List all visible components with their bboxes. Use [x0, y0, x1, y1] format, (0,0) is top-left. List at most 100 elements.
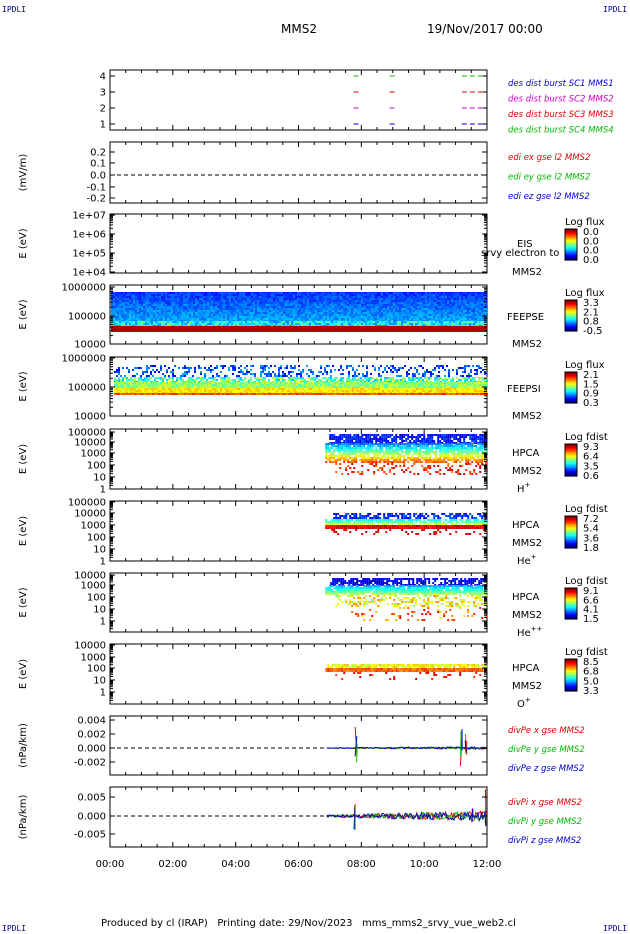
- spectrogram-cell: [239, 310, 241, 312]
- spectrogram-cell: [383, 296, 385, 298]
- spectrogram-cell: [455, 312, 457, 314]
- spectrogram-cell: [327, 298, 329, 300]
- spectrogram-cell: [265, 310, 267, 312]
- spectrogram-cell: [185, 304, 187, 306]
- spectrogram-cell: [265, 298, 267, 300]
- spectrogram-cell: [111, 304, 113, 306]
- spectrogram-cell: [361, 326, 363, 328]
- spectrogram-cell: [189, 306, 191, 308]
- spectrogram-cell: [439, 306, 441, 308]
- spectrogram-cell: [291, 318, 293, 320]
- spectrogram-cell: [347, 310, 349, 312]
- spectrogram-cell: [409, 306, 411, 308]
- spectrogram-cell: [269, 302, 271, 304]
- spectrogram-cell: [245, 294, 247, 296]
- spectrogram-cell: [239, 304, 241, 306]
- spectrogram-cell: [309, 308, 311, 310]
- spectrogram-cell: [421, 296, 423, 298]
- spectrogram-cell: [191, 308, 193, 310]
- spectrogram-cell: [387, 323, 389, 325]
- spectrogram-cell: [349, 292, 351, 294]
- spectrogram-cell: [399, 296, 401, 298]
- spectrogram-cell: [181, 323, 183, 325]
- spectrogram-cell: [333, 316, 335, 318]
- spectrogram-cell: [195, 323, 197, 325]
- spectrogram-cell: [243, 326, 245, 328]
- spectrogram-cell: [325, 294, 327, 296]
- spectrogram-cell: [457, 302, 459, 304]
- spectrogram-cell: [161, 308, 163, 310]
- spectrogram-cell: [477, 321, 479, 323]
- spectrogram-cell: [289, 323, 291, 325]
- spectrogram-cell: [151, 328, 153, 330]
- spectrogram-cell: [477, 298, 479, 300]
- spectrogram-cell: [193, 300, 195, 302]
- spectrogram-cell: [447, 312, 449, 314]
- spectrogram-cell: [283, 294, 285, 296]
- spectrogram-cell: [407, 306, 409, 308]
- spectrogram-cell: [320, 371, 322, 373]
- spectrogram-cell: [477, 308, 479, 310]
- spectrogram-cell: [213, 316, 215, 318]
- spectrogram-cell: [423, 321, 425, 323]
- spectrogram-cell: [155, 330, 157, 332]
- spectrogram-cell: [241, 312, 243, 314]
- spectrogram-cell: [425, 294, 427, 296]
- spectrogram-cell: [373, 296, 375, 298]
- spectrogram-cell: [345, 308, 347, 310]
- spectrogram-cell: [317, 323, 319, 325]
- spectrogram-cell: [443, 296, 445, 298]
- spectrogram-cell: [127, 298, 129, 300]
- spectrogram-cell: [247, 304, 249, 306]
- spectrogram-cell: [160, 369, 162, 371]
- spectrogram-cell: [261, 300, 263, 302]
- spectrogram-cell: [243, 294, 245, 296]
- spectrogram-cell: [245, 304, 247, 306]
- spectrogram-cell: [131, 328, 133, 330]
- spectrogram-cell: [471, 306, 473, 308]
- spectrogram-cell: [409, 294, 411, 296]
- spectrogram-cell: [177, 330, 179, 332]
- spectrogram-cell: [427, 300, 429, 302]
- spectrogram-cell: [147, 304, 149, 306]
- spectrogram-cell: [349, 304, 351, 306]
- spectrogram-cell: [286, 375, 288, 377]
- colorbar-cell: [565, 247, 577, 249]
- spectrogram-cell: [221, 328, 223, 330]
- spectrogram-cell: [355, 304, 357, 306]
- spectrogram-cell: [215, 314, 217, 316]
- spectrogram-cell: [365, 323, 367, 325]
- spectrogram-cell: [361, 300, 363, 302]
- spectrogram-cell: [263, 292, 265, 294]
- spectrogram-cell: [263, 328, 265, 330]
- spectrogram-cell: [268, 371, 270, 373]
- spectrogram-cell: [417, 292, 419, 294]
- spectrogram-cell: [335, 300, 337, 302]
- spectrogram-cell: [433, 328, 435, 330]
- spectrogram-cell: [391, 294, 393, 296]
- spectrogram-cell: [270, 375, 272, 377]
- spectrogram-cell: [297, 294, 299, 296]
- spectrogram-cell: [425, 330, 427, 332]
- spectrogram-cell: [352, 367, 354, 369]
- spectrogram-cell: [293, 298, 295, 300]
- spectrogram-cell: [155, 292, 157, 294]
- spectrogram-cell: [371, 326, 373, 328]
- spectrogram-cell: [113, 302, 115, 304]
- spectrogram-cell: [147, 321, 149, 323]
- spectrogram-cell: [179, 314, 181, 316]
- spectrogram-cell: [251, 310, 253, 312]
- spectrogram-cell: [371, 304, 373, 306]
- spectrogram-cell: [341, 306, 343, 308]
- spectrogram-cell: [431, 326, 433, 328]
- spectrogram-cell: [337, 308, 339, 310]
- spectrogram-cell: [439, 300, 441, 302]
- spectrogram-cell: [199, 314, 201, 316]
- spectrogram-cell: [329, 328, 331, 330]
- spectrogram-cell: [144, 379, 146, 381]
- spectrogram-cell: [357, 330, 359, 332]
- spectrogram-cell: [441, 306, 443, 308]
- spectrogram-cell: [220, 377, 222, 379]
- spectrogram-cell: [175, 316, 177, 318]
- spectrogram-cell: [271, 308, 273, 310]
